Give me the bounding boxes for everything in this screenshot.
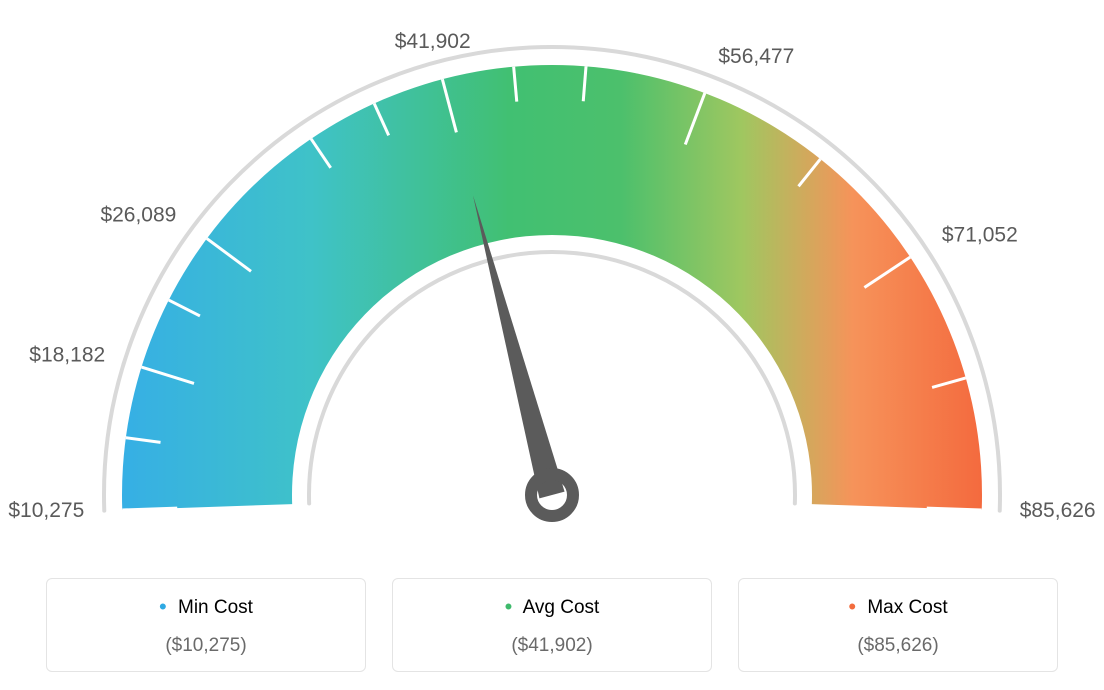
- legend-title-min: • Min Cost: [47, 595, 365, 621]
- cost-gauge-widget: $10,275 $18,182 $26,089 $41,902 $56,477 $71,0…: [0, 0, 1104, 690]
- legend-card-min: • Min Cost ($10,275): [46, 578, 366, 672]
- legend-title-text: Max Cost: [867, 597, 947, 618]
- svg-text:$18,182: $18,182: [29, 343, 105, 366]
- svg-text:$10,275: $10,275: [8, 499, 84, 522]
- bullet-icon: •: [848, 594, 856, 619]
- legend-value-min: ($10,275): [47, 635, 365, 657]
- svg-text:$56,477: $56,477: [718, 45, 794, 68]
- legend-value-max: ($85,626): [739, 635, 1057, 657]
- gauge-svg: $10,275 $18,182 $26,089 $41,902 $56,477 $71,0…: [0, 0, 1104, 560]
- svg-text:$71,052: $71,052: [942, 224, 1018, 247]
- legend-title-text: Min Cost: [178, 597, 253, 618]
- bullet-icon: •: [505, 594, 513, 619]
- gauge-chart: $10,275 $18,182 $26,089 $41,902 $56,477 $71,0…: [0, 0, 1104, 560]
- legend-value-avg: ($41,902): [393, 635, 711, 657]
- bullet-icon: •: [159, 594, 167, 619]
- legend-title-avg: • Avg Cost: [393, 595, 711, 621]
- legend-title-text: Avg Cost: [523, 597, 600, 618]
- legend-title-max: • Max Cost: [739, 595, 1057, 621]
- svg-text:$85,626: $85,626: [1020, 499, 1096, 522]
- svg-text:$26,089: $26,089: [100, 203, 176, 226]
- svg-text:$41,902: $41,902: [395, 30, 471, 53]
- legend-row: • Min Cost ($10,275) • Avg Cost ($41,902…: [0, 578, 1104, 672]
- legend-card-avg: • Avg Cost ($41,902): [392, 578, 712, 672]
- legend-card-max: • Max Cost ($85,626): [738, 578, 1058, 672]
